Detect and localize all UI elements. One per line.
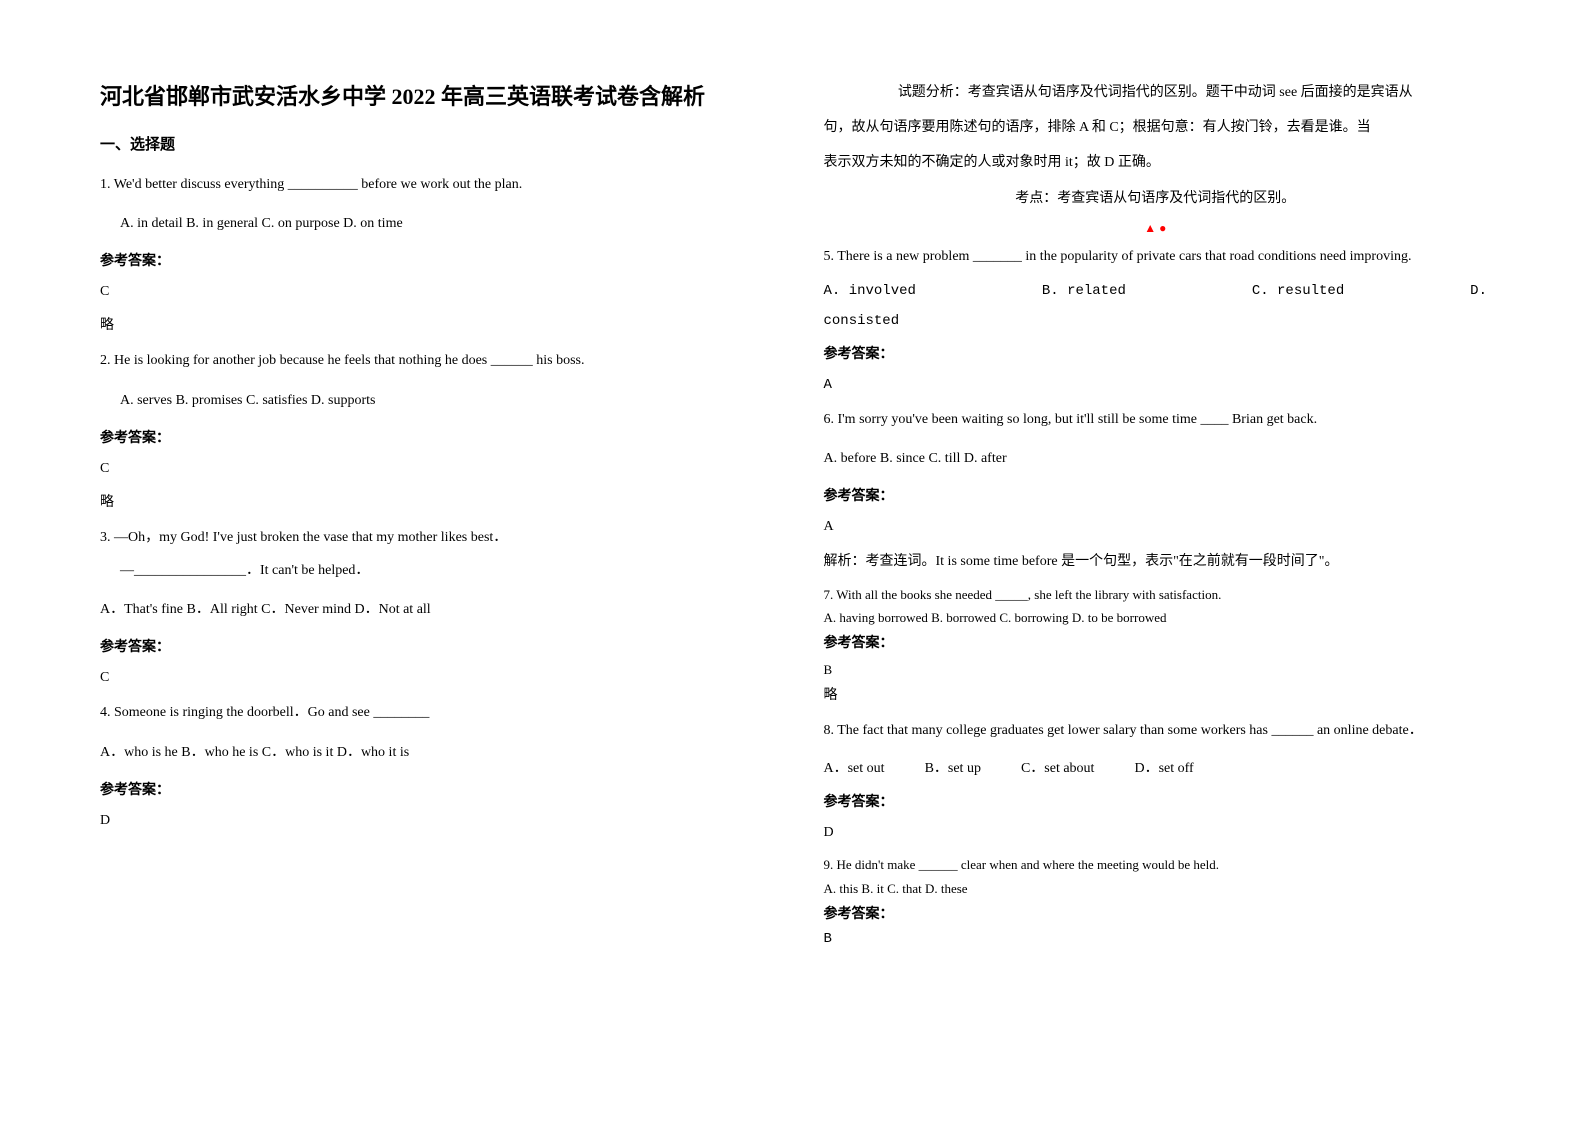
- page-container: 河北省邯郸市武安活水乡中学 2022 年高三英语联考试卷含解析 一、选择题 1.…: [100, 80, 1487, 961]
- q8-opt-a: A．set out: [824, 757, 885, 777]
- q6-answer: A: [824, 519, 1488, 535]
- q5-opt-d2: consisted: [824, 313, 1488, 329]
- q7-answer-label: 参考答案：: [824, 632, 1488, 652]
- q8-opt-c: C．set about: [1021, 757, 1095, 777]
- q4-answer: D: [100, 813, 764, 829]
- q9-stem: 9. He didn't make ______ clear when and …: [824, 855, 1488, 876]
- q9-options: A. this B. it C. that D. these: [824, 879, 1488, 900]
- q2-answer-label: 参考答案：: [100, 427, 764, 447]
- q1-answer-label: 参考答案：: [100, 250, 764, 270]
- analysis-line3: 表示双方未知的不确定的人或对象时用 it；故 D 正确。: [824, 150, 1488, 175]
- q4-answer-label: 参考答案：: [100, 779, 764, 799]
- analysis-line4: 考点：考查宾语从句语序及代词指代的区别。: [824, 186, 1488, 211]
- q1-options: A. in detail B. in general C. on purpose…: [100, 211, 764, 236]
- q5-opt-c: C. resulted: [1252, 283, 1344, 299]
- section-heading: 一、选择题: [100, 133, 764, 154]
- q2-stem: 2. He is looking for another job because…: [100, 348, 764, 373]
- q8-options: A．set out B．set up C．set about D．set off: [824, 757, 1488, 777]
- q3-line2: —________________．It can't be helped．: [100, 558, 764, 583]
- q6-options: A. before B. since C. till D. after: [824, 446, 1488, 471]
- exam-title: 河北省邯郸市武安活水乡中学 2022 年高三英语联考试卷含解析: [100, 80, 764, 113]
- left-column: 河北省邯郸市武安活水乡中学 2022 年高三英语联考试卷含解析 一、选择题 1.…: [100, 80, 764, 961]
- q7-answer: B: [824, 660, 1488, 681]
- analysis-line2: 句，故从句语序要用陈述句的语序，排除 A 和 C；根据句意：有人按门铃，去看是谁…: [824, 115, 1488, 140]
- analysis-line1: 试题分析：考查宾语从句语序及代词指代的区别。题干中动词 see 后面接的是宾语从: [824, 80, 1488, 105]
- q7-stem: 7. With all the books she needed _____, …: [824, 585, 1488, 606]
- q9-answer-label: 参考答案：: [824, 903, 1488, 923]
- q2-extra: 略: [100, 491, 764, 511]
- q6-analysis: 解析：考查连词。It is some time before 是一个句型，表示"…: [824, 549, 1488, 574]
- q9-answer: B: [824, 931, 1488, 947]
- q4-stem: 4. Someone is ringing the doorbell．Go an…: [100, 700, 764, 725]
- q3-options: A．That's fine B．All right C．Never mind D…: [100, 597, 764, 622]
- q8-opt-d: D．set off: [1134, 757, 1193, 777]
- q8-opt-b: B．set up: [925, 757, 981, 777]
- q5-answer: A: [824, 377, 1488, 393]
- q5-stem: 5. There is a new problem _______ in the…: [824, 244, 1488, 269]
- q3-stem: 3. —Oh，my God! I've just broken the vase…: [100, 525, 764, 550]
- right-column: 试题分析：考查宾语从句语序及代词指代的区别。题干中动词 see 后面接的是宾语从…: [824, 80, 1488, 961]
- q6-stem: 6. I'm sorry you've been waiting so long…: [824, 407, 1488, 432]
- q8-answer-label: 参考答案：: [824, 791, 1488, 811]
- q2-answer: C: [100, 461, 764, 477]
- q7-options: A. having borrowed B. borrowed C. borrow…: [824, 608, 1488, 629]
- q5-options: A. involved B. related C. resulted D.: [824, 283, 1488, 299]
- q1-extra: 略: [100, 314, 764, 334]
- q4-options: A．who is he B．who he is C．who is it D．wh…: [100, 740, 764, 765]
- q6-answer-label: 参考答案：: [824, 485, 1488, 505]
- q3-answer: C: [100, 670, 764, 686]
- q3-answer-label: 参考答案：: [100, 636, 764, 656]
- red-mark-icon: ▲ ●: [824, 221, 1488, 236]
- q7-extra: 略: [824, 684, 1488, 704]
- q5-opt-d: D.: [1470, 283, 1487, 299]
- q1-stem: 1. We'd better discuss everything ______…: [100, 172, 764, 197]
- q5-opt-a: A. involved: [824, 283, 916, 299]
- q8-stem: 8. The fact that many college graduates …: [824, 718, 1488, 743]
- q2-options: A. serves B. promises C. satisfies D. su…: [100, 388, 764, 413]
- q1-answer: C: [100, 284, 764, 300]
- q5-answer-label: 参考答案：: [824, 343, 1488, 363]
- q8-answer: D: [824, 825, 1488, 841]
- q5-opt-b: B. related: [1042, 283, 1126, 299]
